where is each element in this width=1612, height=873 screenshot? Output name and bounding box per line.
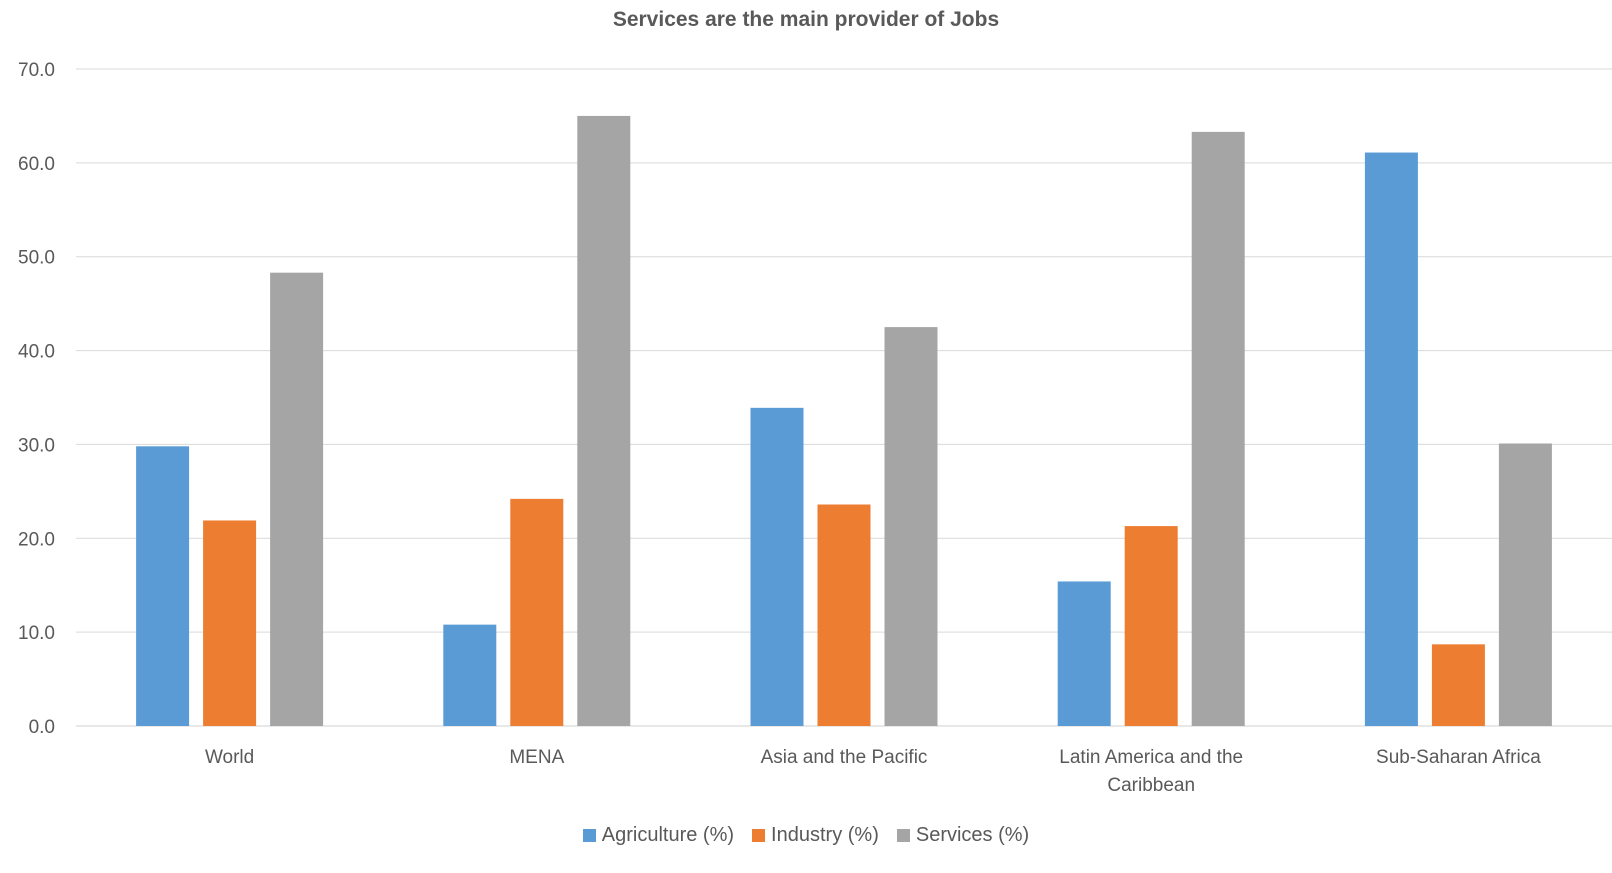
- bar: [510, 498, 564, 726]
- bar: [1124, 526, 1178, 726]
- legend-item: Agriculture (%): [582, 824, 735, 847]
- bar: [136, 446, 190, 726]
- y-tick-label: 0.0: [29, 717, 55, 738]
- bar: [577, 115, 631, 726]
- legend-swatch: [752, 829, 766, 842]
- legend-swatch: [582, 829, 596, 842]
- y-tick-label: 20.0: [18, 529, 55, 550]
- x-tick-label: World: [205, 747, 254, 768]
- x-tick-label: Asia and the Pacific: [761, 747, 928, 768]
- x-tick-label: Latin America and the Caribbean: [1059, 747, 1243, 796]
- bar: [1431, 644, 1485, 726]
- legend-item: Industry (%): [752, 824, 879, 847]
- chart-title: Services are the main provider of Jobs: [612, 8, 1000, 31]
- bar: [443, 624, 497, 726]
- bar: [750, 407, 804, 726]
- y-tick-label: 10.0: [18, 623, 55, 644]
- bar: [1498, 443, 1552, 726]
- legend-label: Services (%): [915, 824, 1030, 846]
- y-tick-label: 30.0: [18, 435, 55, 456]
- x-tick-label: Sub-Saharan Africa: [1376, 747, 1541, 768]
- bar: [884, 327, 938, 726]
- bar: [1057, 581, 1111, 726]
- x-tick-label: MENA: [509, 747, 564, 768]
- legend-label: Agriculture (%): [601, 824, 735, 846]
- legend-swatch: [896, 829, 910, 842]
- chart-legend: Agriculture (%) Industry (%) Services (%): [0, 824, 1612, 847]
- legend-label: Industry (%): [771, 824, 879, 846]
- bar: [203, 520, 257, 726]
- y-tick-label: 60.0: [18, 154, 55, 175]
- y-tick-label: 50.0: [18, 248, 55, 269]
- y-tick-label: 70.0: [18, 60, 55, 81]
- bar: [1191, 131, 1245, 727]
- legend-item: Services (%): [896, 824, 1030, 847]
- bar: [1364, 152, 1418, 727]
- bar: [817, 504, 871, 726]
- bar: [270, 272, 324, 726]
- y-tick-label: 40.0: [18, 342, 55, 363]
